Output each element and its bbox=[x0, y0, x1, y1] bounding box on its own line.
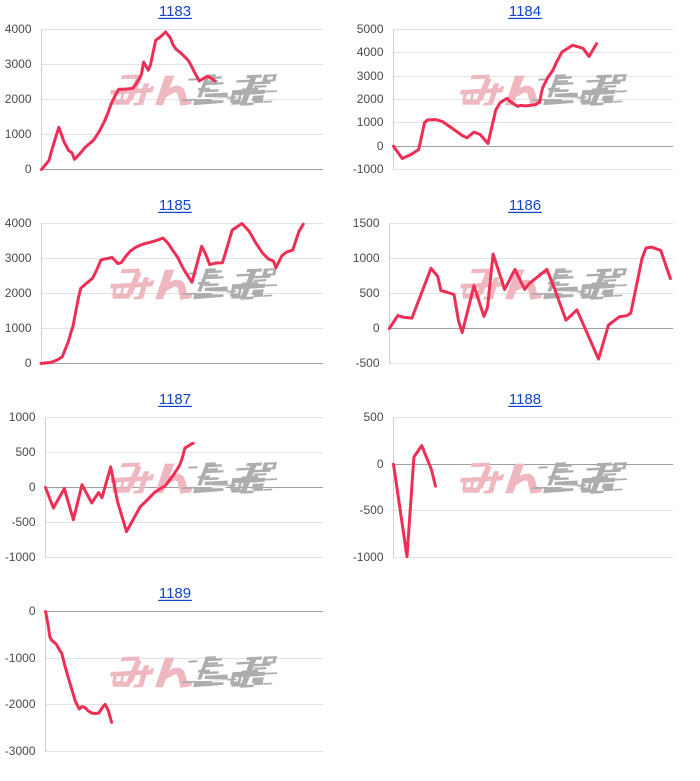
svg-text:-1000: -1000 bbox=[5, 550, 36, 564]
svg-text:0: 0 bbox=[373, 321, 380, 335]
svg-text:0: 0 bbox=[25, 356, 32, 370]
svg-text:500: 500 bbox=[15, 445, 35, 459]
svg-text:1185: 1185 bbox=[159, 197, 191, 214]
svg-text:1000: 1000 bbox=[5, 321, 32, 335]
svg-text:0: 0 bbox=[29, 480, 36, 494]
svg-text:1188: 1188 bbox=[509, 391, 541, 408]
svg-text:-3000: -3000 bbox=[5, 744, 36, 758]
svg-text:0: 0 bbox=[25, 162, 32, 176]
svg-text:-500: -500 bbox=[355, 356, 379, 370]
svg-text:2000: 2000 bbox=[5, 92, 32, 106]
svg-text:1000: 1000 bbox=[9, 410, 36, 424]
svg-text:-500: -500 bbox=[11, 515, 35, 529]
svg-text:500: 500 bbox=[359, 286, 379, 300]
svg-text:1189: 1189 bbox=[159, 585, 191, 602]
svg-text:4000: 4000 bbox=[5, 22, 32, 36]
svg-text:0: 0 bbox=[377, 457, 384, 471]
svg-text:-2000: -2000 bbox=[5, 697, 36, 711]
svg-text:1184: 1184 bbox=[509, 3, 541, 20]
svg-text:1000: 1000 bbox=[357, 115, 384, 129]
svg-text:1000: 1000 bbox=[5, 127, 32, 141]
svg-text:1186: 1186 bbox=[509, 197, 541, 214]
svg-text:-1000: -1000 bbox=[353, 162, 384, 176]
svg-text:5000: 5000 bbox=[357, 22, 384, 36]
svg-text:500: 500 bbox=[363, 410, 383, 424]
svg-text:4000: 4000 bbox=[357, 45, 384, 59]
svg-text:0: 0 bbox=[29, 604, 36, 618]
svg-text:1183: 1183 bbox=[159, 3, 191, 20]
svg-text:3000: 3000 bbox=[357, 69, 384, 83]
svg-text:4000: 4000 bbox=[5, 216, 32, 230]
svg-text:1500: 1500 bbox=[353, 216, 380, 230]
svg-text:-1000: -1000 bbox=[353, 550, 384, 564]
svg-text:1187: 1187 bbox=[159, 391, 191, 408]
svg-text:2000: 2000 bbox=[5, 286, 32, 300]
svg-text:-500: -500 bbox=[359, 503, 383, 517]
svg-text:3000: 3000 bbox=[5, 57, 32, 71]
svg-text:-1000: -1000 bbox=[5, 651, 36, 665]
svg-text:3000: 3000 bbox=[5, 251, 32, 265]
svg-text:0: 0 bbox=[377, 139, 384, 153]
svg-text:1000: 1000 bbox=[353, 251, 380, 265]
svg-text:2000: 2000 bbox=[357, 92, 384, 106]
